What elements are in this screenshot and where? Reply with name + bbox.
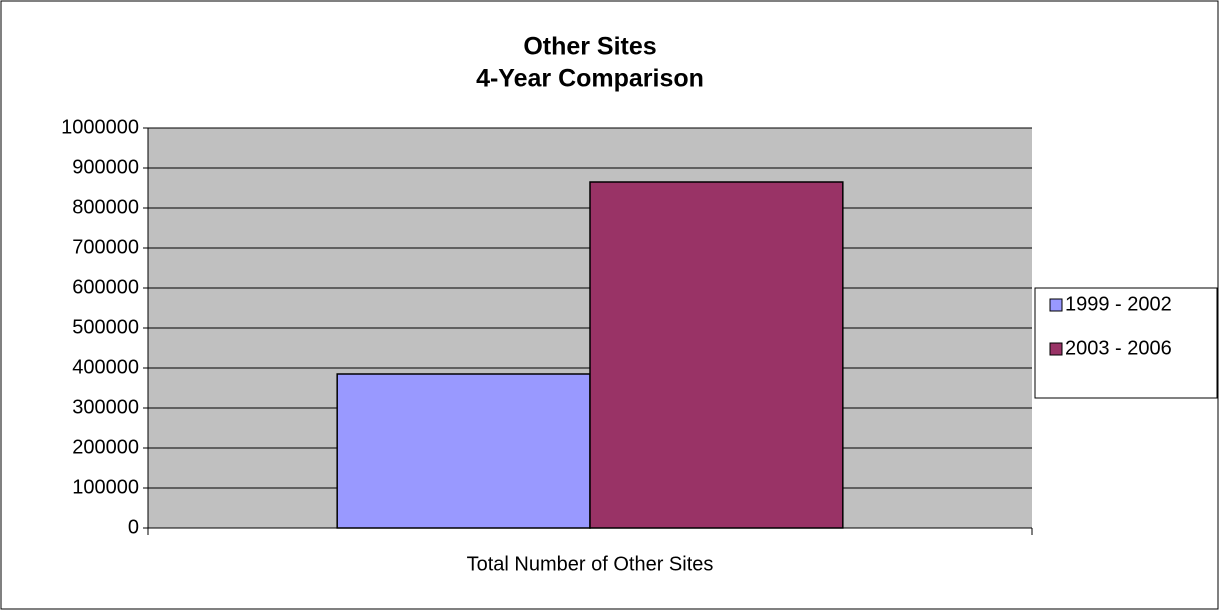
legend-swatch: [1049, 298, 1063, 312]
legend-box: [1034, 287, 1218, 399]
y-tick-label: 100000: [72, 476, 139, 498]
y-tick-label: 500000: [72, 316, 139, 338]
bar: [336, 373, 591, 529]
y-tick-label: 800000: [72, 196, 139, 218]
y-tick-label: 200000: [72, 436, 139, 458]
legend-label: 1999 - 2002: [1065, 293, 1172, 315]
y-tick-label: 0: [128, 516, 139, 538]
y-tick-label: 300000: [72, 396, 139, 418]
y-tick-label: 1000000: [61, 116, 139, 138]
x-tick-label: Total Number of Other Sites: [467, 553, 714, 575]
y-tick-label: 900000: [72, 156, 139, 178]
y-tick-label: 700000: [72, 236, 139, 258]
bar: [589, 181, 844, 529]
chart-title: Other Sites: [523, 33, 656, 61]
legend-label: 2003 - 2006: [1065, 337, 1172, 359]
legend-swatch: [1049, 342, 1063, 356]
chart-subtitle: 4-Year Comparison: [476, 65, 704, 93]
y-tick-label: 400000: [72, 356, 139, 378]
y-tick-label: 600000: [72, 276, 139, 298]
